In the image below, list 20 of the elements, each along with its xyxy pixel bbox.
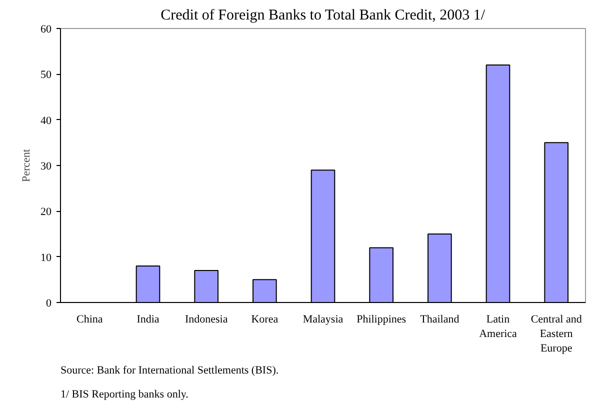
y-tick-label: 40 [40,114,52,127]
chart-title: Credit of Foreign Banks to Total Bank Credit, 2003 1/ [160,8,486,24]
y-tick-label: 30 [40,160,52,172]
x-tick-label: Korea [251,314,278,326]
y-tick-label: 50 [40,69,52,82]
x-tick-label: Malaysia [302,314,344,326]
x-tick-label: Latin America [479,314,518,340]
source-note: Source: Bank for International Settlements (BIS). [60,364,279,376]
x-tick-label: China [76,314,103,326]
y-tick-label: 60 [40,24,52,36]
y-tick-label: 10 [40,252,52,264]
y-tick-label: 20 [40,206,52,218]
x-tick-label: Philippines [356,314,406,326]
y-axis-title: Percent [20,149,32,182]
x-tick-label: Thailand [420,314,460,326]
x-tick-label: India [136,314,160,326]
x-tick-label: Central and Eastern Europe [530,314,582,354]
y-tick-label: 0 [46,298,52,310]
text: 1/ BIS Reporting banks only. [60,388,189,400]
x-tick-label: Indonesia [184,314,228,326]
